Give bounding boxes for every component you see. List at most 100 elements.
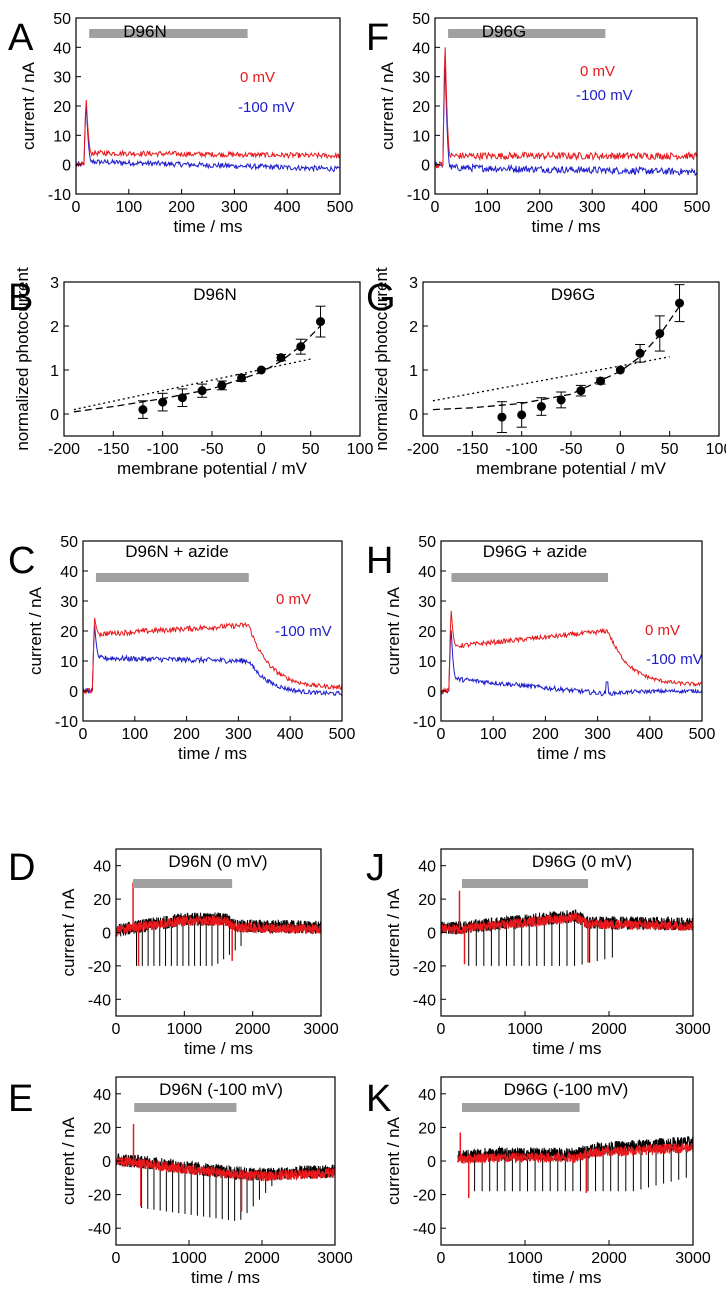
y-tick-label: 20 [418,624,436,641]
illumination-bar [451,573,609,582]
y-tick-label: 40 [93,859,111,876]
x-tick-label: 400 [636,726,663,743]
illumination-bar [95,573,249,582]
x-tick-label: 1000 [167,1021,203,1038]
panel-label: K [366,1078,391,1120]
plot-area [116,882,321,966]
y-tick-label: -40 [413,992,436,1009]
y-tick-label: 2 [50,319,59,336]
y-tick-label: 0 [427,926,436,943]
panel-label: A [8,17,34,59]
x-tick-label: 0 [257,441,266,458]
x-axis-label: time / ms [174,217,243,236]
y-tick-label: 0 [69,684,78,701]
y-tick-label: 20 [412,99,430,116]
panel-title: D96G + azide [483,542,587,561]
panel-J: 0 1000 2000 3000 -40 -20 0 20 40 time / ms current… [366,847,711,1058]
plot-area [83,617,342,697]
panel-title: D96N + azide [125,542,228,561]
x-tick-label: 2000 [235,1021,271,1038]
dotted-fit-line [73,358,311,411]
x-tick-label: 200 [168,199,195,216]
y-tick-label: 50 [418,534,436,551]
plot-area [441,890,693,966]
series-line-red [435,47,697,169]
data-point [497,412,507,422]
x-tick-label: 500 [327,199,354,216]
y-tick-label: 50 [412,11,430,28]
x-axis-label: time / ms [537,744,606,763]
x-tick-label: 400 [277,726,304,743]
illumination-bar [134,1103,237,1112]
y-tick-label: 40 [412,40,430,57]
plot-area [457,1132,693,1198]
legend-label: -100 mV [646,651,703,668]
legend-label: 0 mV [240,69,275,86]
x-tick-label: 100 [121,726,148,743]
legend-label: 0 mV [276,591,311,608]
y-tick-label: 0 [62,158,71,175]
y-tick-label: 40 [93,1087,111,1104]
y-axis-label: current / nA [59,1116,78,1205]
y-tick-label: 30 [418,594,436,611]
data-point [517,410,527,420]
x-tick-label: 100 [706,441,726,458]
panel-title: D96N [123,22,166,41]
x-tick-label: 50 [302,441,320,458]
panel-label: E [8,1078,33,1120]
panel-label: D [8,847,35,889]
legend-label: -100 mV [576,87,633,104]
illumination-bar [133,879,233,888]
dashed-fit-line [432,305,681,411]
panel-title: D96N [193,285,236,304]
series-line-red [457,1143,693,1164]
panel-label: H [366,540,393,582]
data-point [576,386,586,396]
data-point [138,405,148,415]
x-tick-label: -100 [147,441,179,458]
y-tick-label: 0 [102,926,111,943]
legend-label: -100 mV [275,623,332,640]
x-tick-label: 0 [112,1250,121,1267]
panel-label: C [8,540,35,582]
x-tick-label: 0 [616,441,625,458]
illumination-bar [462,879,588,888]
data-point [536,402,546,412]
y-tick-label: 10 [60,654,78,671]
panel-label: G [366,277,396,319]
y-tick-label: 3 [409,275,418,292]
series-line-red [116,1156,335,1182]
y-tick-label: 20 [93,892,111,909]
plot-frame [63,281,361,437]
y-tick-label: -40 [413,1221,436,1238]
x-tick-label: 100 [347,441,374,458]
y-tick-label: 20 [418,892,436,909]
x-tick-label: 0 [72,199,81,216]
x-axis-label: time / ms [533,1268,602,1287]
x-tick-label: 300 [579,199,606,216]
panel-K: 0 1000 2000 3000 -40 -20 0 20 40 time / ms current… [366,1076,711,1287]
panel-title: D96G [551,285,595,304]
series-line-blue [83,625,342,697]
y-tick-label: 30 [60,594,78,611]
y-axis-label: current / nA [384,888,403,977]
illumination-bar [89,29,248,38]
panel-F: 0 mV-100 mV0 100 200 300 400 500-100102030405… [366,11,710,236]
plot-area [73,305,326,419]
y-axis-label: current / nA [378,61,397,150]
dotted-fit-line [432,356,670,402]
x-tick-label: 100 [115,199,142,216]
x-tick-label: 500 [689,726,716,743]
y-tick-label: 40 [60,564,78,581]
series-line-red [76,99,340,167]
panel-title: D96G (-100 mV) [504,1080,629,1099]
plot-area [435,47,697,177]
y-tick-label: 0 [427,684,436,701]
x-tick-label: 400 [631,199,658,216]
legend-label: 0 mV [580,63,615,80]
plot-area [116,1124,335,1221]
x-tick-label: 3000 [317,1250,353,1267]
legend-label: -100 mV [238,99,295,116]
x-tick-label: -150 [97,441,129,458]
panel-title: D96N (0 mV) [168,852,267,871]
